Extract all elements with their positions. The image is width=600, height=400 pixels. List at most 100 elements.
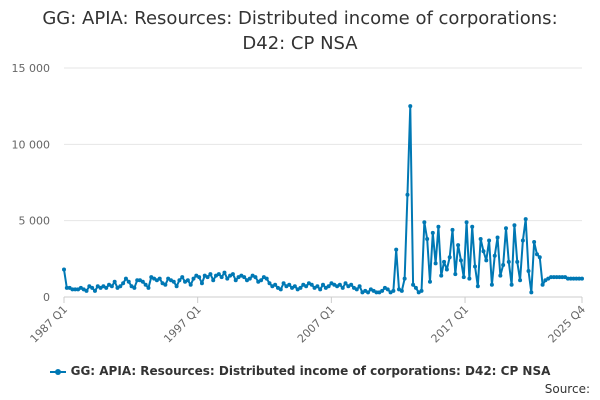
data-point[interactable] (427, 279, 432, 284)
data-point[interactable] (140, 279, 145, 284)
data-point[interactable] (177, 278, 182, 283)
data-point[interactable] (278, 287, 283, 292)
data-point[interactable] (461, 275, 466, 280)
data-point[interactable] (92, 288, 97, 293)
data-point[interactable] (481, 249, 486, 254)
data-point[interactable] (121, 281, 126, 286)
data-point[interactable] (385, 287, 390, 292)
data-point[interactable] (394, 247, 399, 252)
data-point[interactable] (174, 284, 179, 289)
data-point[interactable] (501, 262, 506, 267)
data-point[interactable] (506, 259, 511, 264)
data-point[interactable] (191, 276, 196, 281)
data-point[interactable] (309, 282, 314, 287)
data-point[interactable] (473, 264, 478, 269)
data-point[interactable] (70, 287, 75, 292)
data-point[interactable] (565, 276, 570, 281)
data-point[interactable] (442, 259, 447, 264)
data-point[interactable] (512, 223, 517, 228)
data-point[interactable] (118, 284, 123, 289)
data-point[interactable] (267, 281, 272, 286)
data-point[interactable] (163, 282, 168, 287)
data-point[interactable] (208, 272, 213, 277)
data-point[interactable] (489, 282, 494, 287)
data-point[interactable] (315, 284, 320, 289)
data-point[interactable] (62, 267, 66, 272)
data-point[interactable] (354, 287, 359, 292)
data-point[interactable] (574, 276, 579, 281)
data-point[interactable] (467, 276, 472, 281)
data-point[interactable] (433, 261, 438, 266)
data-point[interactable] (425, 236, 430, 241)
data-point[interactable] (304, 284, 309, 289)
data-point[interactable] (402, 276, 407, 281)
data-point[interactable] (180, 275, 185, 280)
data-point[interactable] (253, 275, 258, 280)
data-point[interactable] (357, 284, 362, 289)
data-point[interactable] (225, 276, 230, 281)
data-point[interactable] (343, 281, 348, 286)
data-point[interactable] (529, 290, 534, 295)
data-point[interactable] (259, 278, 264, 283)
data-point[interactable] (287, 282, 292, 287)
data-point[interactable] (318, 287, 323, 292)
data-point[interactable] (475, 284, 480, 289)
data-point[interactable] (171, 279, 176, 284)
data-point[interactable] (430, 230, 435, 235)
data-point[interactable] (126, 279, 131, 284)
data-point[interactable] (470, 224, 475, 229)
data-point[interactable] (143, 282, 148, 287)
data-point[interactable] (509, 282, 514, 287)
data-point[interactable] (326, 284, 331, 289)
data-point[interactable] (577, 276, 582, 281)
data-point[interactable] (104, 285, 109, 290)
data-point[interactable] (233, 278, 238, 283)
data-point[interactable] (408, 104, 413, 109)
data-point[interactable] (242, 275, 247, 280)
data-point[interactable] (146, 285, 151, 290)
data-point[interactable] (109, 284, 114, 289)
data-point[interactable] (222, 270, 227, 275)
data-point[interactable] (554, 275, 559, 280)
data-point[interactable] (484, 258, 489, 263)
data-point[interactable] (560, 275, 565, 280)
data-point[interactable] (413, 285, 418, 290)
data-point[interactable] (292, 284, 297, 289)
data-point[interactable] (374, 290, 379, 295)
data-point[interactable] (219, 275, 224, 280)
data-point[interactable] (523, 217, 528, 222)
data-point[interactable] (518, 278, 523, 283)
data-point[interactable] (526, 269, 531, 274)
data-point[interactable] (349, 282, 354, 287)
source-label[interactable]: Source: (544, 382, 590, 396)
data-point[interactable] (447, 255, 452, 260)
data-point[interactable] (411, 282, 416, 287)
data-point[interactable] (551, 275, 556, 280)
data-point[interactable] (436, 224, 441, 229)
data-point[interactable] (458, 258, 463, 263)
data-point[interactable] (281, 281, 286, 286)
data-point[interactable] (340, 285, 345, 290)
data-point[interactable] (537, 255, 542, 260)
data-point[interactable] (464, 220, 469, 225)
data-point[interactable] (216, 272, 221, 277)
data-point[interactable] (453, 272, 458, 277)
data-point[interactable] (90, 285, 95, 290)
data-point[interactable] (197, 275, 202, 280)
data-point[interactable] (422, 220, 427, 225)
data-point[interactable] (264, 276, 269, 281)
data-point[interactable] (456, 243, 461, 248)
data-point[interactable] (419, 288, 424, 293)
data-point[interactable] (185, 278, 190, 283)
data-point[interactable] (515, 259, 520, 264)
data-point[interactable] (540, 282, 545, 287)
data-point[interactable] (321, 282, 325, 287)
data-point[interactable] (495, 235, 500, 240)
data-point[interactable] (487, 238, 492, 243)
data-point[interactable] (211, 278, 216, 283)
data-series[interactable] (62, 104, 584, 295)
data-point[interactable] (444, 267, 449, 272)
data-point[interactable] (492, 253, 497, 258)
data-point[interactable] (580, 276, 584, 281)
legend[interactable]: GG: APIA: Resources: Distributed income … (0, 364, 600, 378)
